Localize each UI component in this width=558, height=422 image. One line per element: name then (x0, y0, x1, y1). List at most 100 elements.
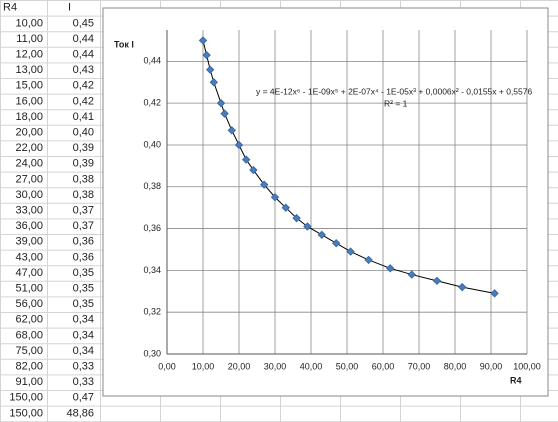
cell: 48,86 (66, 407, 94, 419)
trendline-equation: y = 4E-12x⁶ - 1E-09x⁵ + 2E-07x⁴ - 1E-05x… (256, 86, 532, 96)
cell: 0,33 (73, 376, 94, 388)
cell: 11,00 (16, 33, 43, 45)
cell: 43,00 (15, 251, 43, 263)
cell: 0,44 (73, 49, 94, 61)
cell: 33,00 (15, 205, 43, 217)
cell: 0,34 (73, 314, 94, 326)
x-tick-label: 20,00 (228, 361, 251, 371)
cell: 0,36 (73, 236, 94, 248)
data-point (457, 282, 467, 292)
cell: 16,00 (15, 95, 43, 107)
x-tick-label: 40,00 (300, 361, 323, 371)
data-point (259, 180, 269, 189)
y-tick-label: 0,44 (143, 56, 161, 66)
y-tick-label: 0,38 (143, 181, 161, 191)
cell: 47,00 (15, 267, 43, 279)
cell: 0,41 (73, 111, 94, 123)
cell: 27,00 (15, 173, 43, 185)
cell: 0,40 (73, 127, 94, 139)
cell: 18,00 (15, 111, 43, 123)
cell: 82,00 (15, 361, 43, 373)
cell: 62,00 (15, 314, 43, 326)
cell: 30,00 (15, 189, 43, 201)
cell: 68,00 (15, 329, 43, 341)
data-point (270, 193, 280, 202)
cell: 24,00 (15, 158, 43, 170)
y-tick-label: 0,40 (143, 139, 161, 149)
data-point (385, 264, 395, 273)
cell: 0,34 (73, 345, 94, 357)
cell: 0,35 (73, 298, 94, 310)
cell: 0,35 (73, 267, 94, 279)
y-tick-label: 0,42 (143, 98, 161, 108)
cell: 150,00 (9, 392, 43, 404)
data-point (249, 165, 258, 175)
cell: 0,42 (73, 95, 94, 107)
x-tick-label: 100,00 (513, 361, 541, 371)
cell: 0,38 (73, 173, 94, 185)
x-tick-label: 10,00 (192, 361, 215, 371)
data-point (281, 203, 291, 212)
x-tick-label: 0,00 (158, 361, 176, 371)
header-cell: I (68, 2, 71, 14)
y-axis-title: Ток I (114, 39, 134, 49)
cell: 0,39 (73, 142, 94, 154)
cell: 0,45 (73, 17, 94, 29)
data-point (364, 255, 373, 265)
data-point (303, 222, 312, 231)
cell: 0,39 (73, 158, 94, 170)
data-point (241, 155, 251, 164)
cell: 0,38 (73, 189, 94, 201)
y-tick-label: 0,32 (143, 307, 161, 317)
r-squared: R² = 1 (384, 98, 408, 108)
cell: 0,37 (73, 220, 94, 232)
cell: 51,00 (15, 283, 43, 295)
data-point (198, 36, 208, 45)
data-point (220, 109, 229, 118)
trendline (202, 40, 495, 294)
data-point (317, 230, 327, 240)
cell: 0,37 (73, 205, 94, 217)
cell: 0,35 (73, 283, 94, 295)
data-point (490, 289, 499, 298)
x-tick-label: 90,00 (480, 361, 503, 371)
data-point (432, 276, 442, 286)
cell: 0,34 (73, 329, 94, 341)
data-point (209, 78, 219, 87)
cell: 56,00 (15, 298, 43, 310)
cell: 0,47 (73, 392, 94, 404)
y-tick-label: 0,36 (143, 223, 161, 233)
cell: 0,36 (73, 251, 94, 263)
x-tick-label: 70,00 (408, 361, 431, 371)
cell: 10,00 (15, 17, 43, 29)
cell: 150,00 (9, 407, 43, 419)
data-point (292, 213, 301, 223)
chart-frame[interactable] (102, 7, 549, 397)
x-tick-label: 80,00 (444, 361, 467, 371)
data-point (346, 247, 355, 256)
cell: 22,00 (15, 142, 43, 154)
cell: 0,33 (73, 361, 94, 373)
cell: 20,00 (15, 127, 43, 139)
cell: 0,42 (73, 80, 94, 92)
x-tick-label: 50,00 (336, 361, 359, 371)
cell: 36,00 (15, 220, 43, 232)
cell: 39,00 (15, 236, 43, 248)
cell: 0,44 (73, 33, 94, 45)
data-point (216, 98, 226, 108)
data-point (202, 50, 211, 60)
y-tick-label: 0,30 (143, 348, 161, 358)
y-tick-label: 0,34 (143, 265, 161, 275)
cell: 75,00 (15, 345, 43, 357)
cell: 91,00 (15, 376, 43, 388)
data-point (407, 270, 417, 279)
x-tick-label: 60,00 (372, 361, 395, 371)
data-point (227, 126, 237, 135)
cell: 12,00 (15, 49, 43, 61)
data-point (205, 65, 215, 74)
x-tick-label: 30,00 (264, 361, 287, 371)
x-axis-title: R4 (510, 375, 522, 385)
data-point (234, 140, 244, 150)
cell: 15,00 (15, 80, 43, 92)
